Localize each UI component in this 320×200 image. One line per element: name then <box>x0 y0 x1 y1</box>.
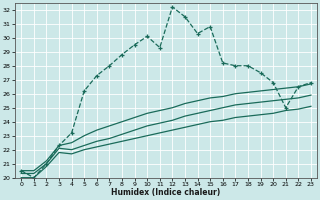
X-axis label: Humidex (Indice chaleur): Humidex (Indice chaleur) <box>111 188 221 197</box>
